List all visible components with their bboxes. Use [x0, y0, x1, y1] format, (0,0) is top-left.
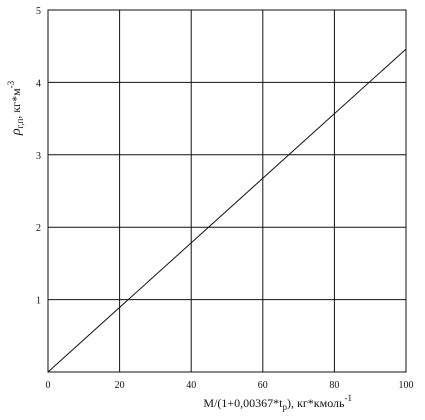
x-axis-label-sup: -1 [345, 393, 353, 403]
y-tick-labels: 1 2 3 4 5 [36, 6, 41, 307]
y-tick-label: 5 [36, 6, 41, 17]
y-axis-label-tail: , кг*м [9, 88, 23, 119]
grid [48, 10, 406, 372]
y-axis-label-sub: г,п [15, 119, 25, 129]
x-tick-label: 40 [186, 380, 196, 391]
x-axis-label-sub: p [283, 402, 288, 412]
x-tick-labels: 0 20 40 60 80 100 [46, 380, 414, 391]
y-tick-label: 2 [36, 223, 41, 234]
x-tick-label: 60 [258, 380, 268, 391]
series-layer [47, 48, 407, 373]
y-tick-label: 1 [36, 296, 41, 307]
y-axis-label: ρг,п, кг*м-3 [6, 80, 25, 136]
x-tick-label: 20 [115, 380, 125, 391]
series-line [47, 48, 407, 373]
x-tick-label: 0 [46, 380, 51, 391]
y-tick-label: 4 [36, 78, 41, 89]
plot-frame [47, 9, 407, 373]
x-tick-label: 100 [399, 380, 414, 391]
x-tick-label: 80 [329, 380, 339, 391]
y-axis-label-main: ρ [9, 128, 24, 136]
y-tick-label: 3 [36, 151, 41, 162]
x-axis-label-tail: ), кг*кмоль [287, 396, 345, 410]
x-axis-label: M/(1+0,00367*tp), кг*кмоль-1 [203, 393, 352, 412]
x-axis-label-main: M/(1+0,00367*t [203, 396, 283, 410]
y-axis-label-sup: -3 [6, 80, 16, 88]
